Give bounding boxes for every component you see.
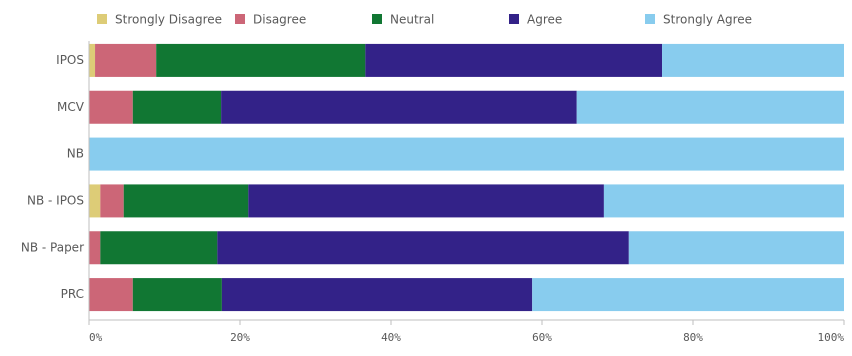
legend-label[interactable]: Disagree xyxy=(253,13,306,27)
bar-segment[interactable] xyxy=(217,231,629,265)
bar-segment[interactable] xyxy=(89,231,101,265)
y-tick-label: NB - IPOS xyxy=(27,193,84,207)
legend-swatch[interactable] xyxy=(235,14,245,24)
legend-label[interactable]: Agree xyxy=(527,13,562,27)
legend-label[interactable]: Strongly Disagree xyxy=(115,13,222,27)
bar-segment[interactable] xyxy=(603,184,844,218)
bar-segment[interactable] xyxy=(89,90,133,124)
bar-segment[interactable] xyxy=(89,184,101,218)
bar-segment[interactable] xyxy=(132,278,222,312)
legend-swatch[interactable] xyxy=(509,14,519,24)
x-tick-label: 40% xyxy=(381,331,401,344)
y-tick-label: NB - Paper xyxy=(21,240,84,254)
bar-segment[interactable] xyxy=(100,184,124,218)
y-tick-label: PRC xyxy=(61,287,84,301)
bar-segment[interactable] xyxy=(576,90,844,124)
legend-label[interactable]: Strongly Agree xyxy=(663,13,752,27)
bar-segment[interactable] xyxy=(662,43,844,77)
x-tick-label: 60% xyxy=(532,331,552,344)
bar-segment[interactable] xyxy=(156,43,366,77)
y-tick-label: IPOS xyxy=(56,53,84,67)
bar-segment[interactable] xyxy=(123,184,249,218)
bar-segment[interactable] xyxy=(100,231,218,265)
x-tick-label: 20% xyxy=(230,331,250,344)
bar-segment[interactable] xyxy=(248,184,604,218)
bar-segment[interactable] xyxy=(628,231,844,265)
legend-label[interactable]: Neutral xyxy=(390,13,434,27)
bar-segment[interactable] xyxy=(89,43,96,77)
x-tick-label: 0% xyxy=(89,331,103,344)
y-tick-label: MCV xyxy=(57,100,85,114)
bar-segment[interactable] xyxy=(95,43,157,77)
bar-segment[interactable] xyxy=(365,43,663,77)
bar-segment[interactable] xyxy=(221,278,533,312)
legend-swatch[interactable] xyxy=(372,14,382,24)
bar-segment[interactable] xyxy=(532,278,844,312)
legend-swatch[interactable] xyxy=(97,14,107,24)
legend-swatch[interactable] xyxy=(645,14,655,24)
bar-segment[interactable] xyxy=(89,278,133,312)
bar-segment[interactable] xyxy=(132,90,222,124)
y-tick-label: NB xyxy=(67,147,84,161)
x-tick-label: 100% xyxy=(818,331,845,344)
bar-segment[interactable] xyxy=(221,90,577,124)
x-tick-label: 80% xyxy=(683,331,703,344)
bar-segment[interactable] xyxy=(89,137,844,171)
